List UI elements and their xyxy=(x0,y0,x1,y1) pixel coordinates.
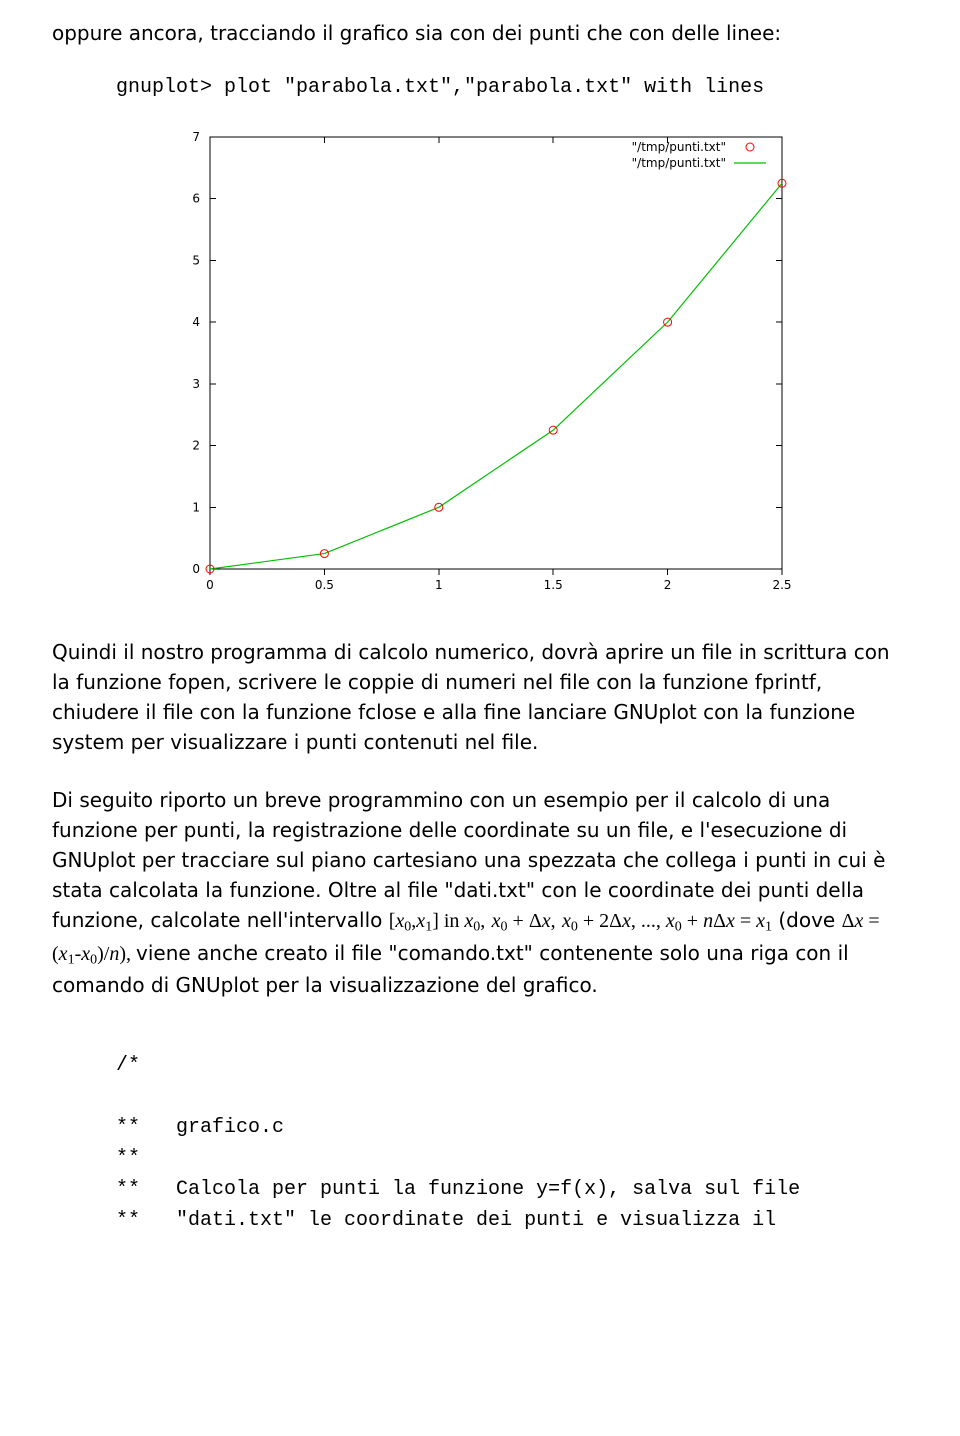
x-sym-3: x xyxy=(464,910,473,932)
delta-4: Δ xyxy=(842,910,855,932)
x-sym-4: x xyxy=(492,910,501,932)
svg-text:4: 4 xyxy=(192,315,200,329)
comma-3: , xyxy=(551,910,556,932)
sub-1-2: 1 xyxy=(765,920,772,935)
svg-text:3: 3 xyxy=(192,377,200,391)
comma-2: , xyxy=(480,910,485,932)
svg-text:7: 7 xyxy=(192,130,200,144)
svg-text:1.5: 1.5 xyxy=(544,578,563,592)
code-l3: ** xyxy=(116,1147,140,1170)
x-sym-9: x xyxy=(726,910,735,932)
sub-0-5: 0 xyxy=(675,920,682,935)
plus-1: + xyxy=(508,910,529,932)
plus-3: + xyxy=(682,910,703,932)
document-page: oppure ancora, tracciando il grafico sia… xyxy=(0,0,960,1436)
two: 2 xyxy=(599,910,609,932)
x-sym-10: x xyxy=(756,910,765,932)
chart-container: 0 0.5 1 1.5 2 2.5 0 1 2 3 4 5 6 7 "/tmp/punti.txt" "/tm… xyxy=(52,123,908,603)
c-code-block: /* ** grafico.c ** ** Calcola per punti … xyxy=(116,1050,908,1236)
dove: (dove xyxy=(778,908,841,932)
para2-text-b: viene anche creato il file "comando.txt"… xyxy=(52,941,849,998)
divn2: ), xyxy=(119,943,136,965)
svg-text:1: 1 xyxy=(435,578,443,592)
ellipsis: , ..., xyxy=(631,910,666,932)
code-l5: ** "dati.txt" le coordinate dei punti e … xyxy=(116,1209,776,1232)
code-l1: /* xyxy=(116,1054,140,1077)
sub-1-3: 1 xyxy=(68,952,75,967)
x-sym-13: x xyxy=(81,943,90,965)
delta-2: Δ xyxy=(609,910,622,932)
delta-1: Δ xyxy=(529,910,542,932)
gnuplot-command: gnuplot> plot "parabola.txt","parabola.t… xyxy=(116,76,908,99)
code-l2: ** grafico.c xyxy=(116,1116,284,1139)
n-sym-2: n xyxy=(109,943,119,965)
svg-text:0: 0 xyxy=(192,562,200,576)
x-sym-12: x xyxy=(59,943,68,965)
x-sym-7: x xyxy=(622,910,631,932)
svg-text:0.5: 0.5 xyxy=(315,578,334,592)
svg-text:2: 2 xyxy=(664,578,672,592)
explanation-paragraph-2: Di seguito riporto un breve programmino … xyxy=(52,785,908,1000)
divn: )/ xyxy=(97,943,109,965)
sub-0-4: 0 xyxy=(571,920,578,935)
delta-3: Δ xyxy=(713,910,726,932)
parabola-chart: 0 0.5 1 1.5 2 2.5 0 1 2 3 4 5 6 7 "/tmp/punti.txt" "/tm… xyxy=(160,123,800,603)
x-sym-1: x xyxy=(395,910,404,932)
intro-paragraph: oppure ancora, tracciando il grafico sia… xyxy=(52,18,908,48)
svg-text:2: 2 xyxy=(192,439,200,453)
svg-text:5: 5 xyxy=(192,253,200,267)
x-sym-2: x xyxy=(416,910,425,932)
n-sym: n xyxy=(703,910,713,932)
svg-text:6: 6 xyxy=(192,192,200,206)
explanation-paragraph-1: Quindi il nostro programma di calcolo nu… xyxy=(52,637,908,757)
svg-text:2.5: 2.5 xyxy=(772,578,791,592)
x-sym-6: x xyxy=(562,910,571,932)
eq-1: = xyxy=(735,910,756,932)
sub-0-3: 0 xyxy=(501,920,508,935)
interval-close: ] in xyxy=(432,910,464,932)
plus-2: + xyxy=(578,910,599,932)
code-l4: ** Calcola per punti la funzione y=f(x),… xyxy=(116,1178,800,1201)
svg-text:1: 1 xyxy=(192,500,200,514)
x-sym-8: x xyxy=(666,910,675,932)
x-sym-5: x xyxy=(542,910,551,932)
svg-text:"/tmp/punti.txt": "/tmp/punti.txt" xyxy=(632,140,726,154)
svg-text:"/tmp/punti.txt": "/tmp/punti.txt" xyxy=(632,156,726,170)
svg-text:0: 0 xyxy=(206,578,214,592)
